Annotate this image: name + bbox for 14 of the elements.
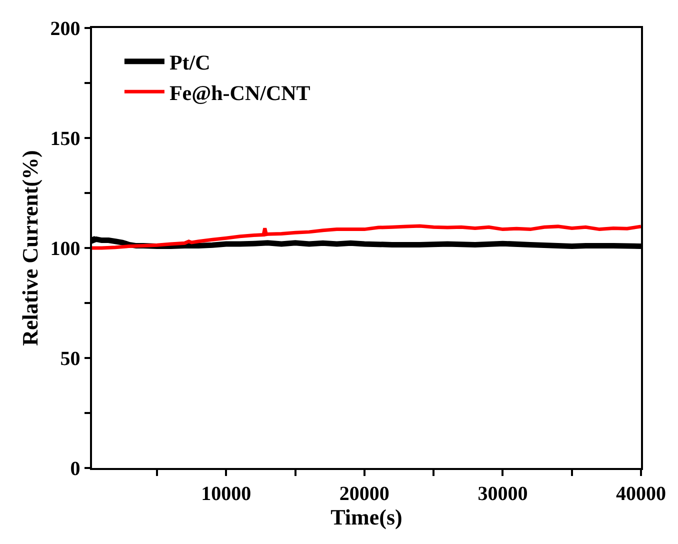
legend-label: Pt/C [169, 50, 210, 75]
x-axis-title: Time(s) [330, 504, 402, 530]
y-tick-label: 150 [50, 128, 80, 150]
y-axis-title: Relative Current(%) [18, 150, 43, 346]
x-tick-label: 10000 [201, 482, 252, 505]
y-tick-label: 0 [70, 458, 80, 480]
y-tick-label: 100 [50, 238, 80, 260]
legend-label: Fe@h-CN/CNT [169, 80, 310, 105]
x-tick-label: 20000 [339, 482, 390, 505]
y-tick-label: 50 [60, 348, 80, 370]
line-series [92, 224, 641, 250]
x-tick-label: 30000 [478, 482, 528, 505]
y-tick-label: 200 [50, 18, 80, 40]
x-tick-label: 40000 [616, 482, 666, 505]
